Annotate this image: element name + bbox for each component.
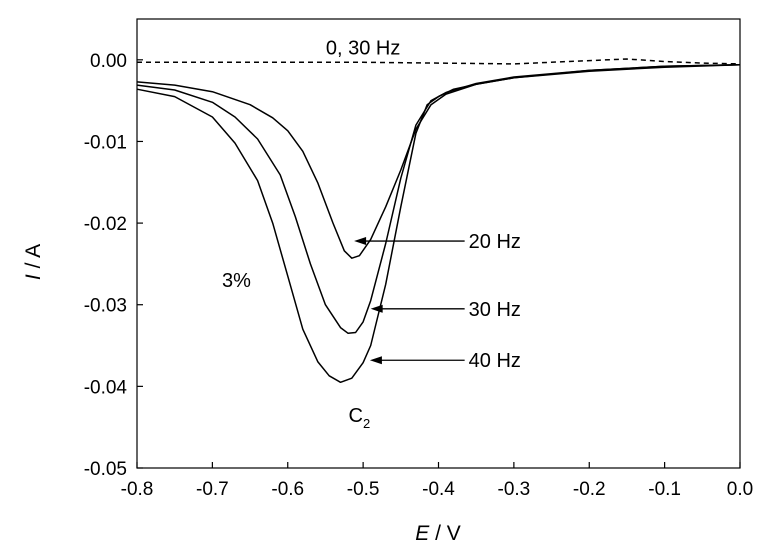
x-axis-label-unit: / V — [429, 522, 461, 545]
y-tick-label: -0.05 — [84, 459, 127, 480]
y-axis-label-italic: I — [22, 274, 45, 280]
y-tick-label: -0.01 — [84, 132, 127, 153]
y-axis-label: I / A — [22, 244, 45, 280]
annotation-arrow-head — [370, 304, 383, 313]
y-tick-label: -0.04 — [84, 377, 128, 398]
annotation-label: C2 — [349, 405, 371, 431]
series-line-30-hz — [136, 63, 741, 335]
series-layer — [136, 58, 741, 384]
annotation-label: 30 Hz — [469, 299, 521, 321]
annotation-label: 20 Hz — [469, 231, 521, 253]
y-axis-ticks: 0.00 -0.01 -0.02 -0.03 -0.04 -0.05 — [84, 51, 143, 480]
x-tick-label: -0.5 — [347, 479, 380, 500]
series-line-40-hz — [136, 63, 741, 384]
x-axis-label-italic: E — [415, 522, 430, 545]
x-tick-label: -0.3 — [498, 479, 531, 500]
annotation-label: 0, 30 Hz — [326, 38, 400, 60]
series-line-20-hz — [136, 63, 741, 259]
x-tick-label: -0.2 — [573, 479, 606, 500]
y-tick-label: -0.02 — [84, 214, 127, 235]
annotation-layer: 0, 30 Hz 20 Hz 30 Hz 40 Hz 3% C2 — [222, 38, 521, 431]
x-axis-label: E / V — [415, 522, 461, 545]
annotation-label: 3% — [222, 270, 251, 292]
x-axis-ticks: -0.8 -0.7 -0.6 -0.5 -0.4 -0.3 -0.2 -0.1 0.0 — [121, 462, 753, 500]
x-tick-label: -0.6 — [271, 479, 304, 500]
annotation-arrow-head — [354, 237, 367, 246]
x-tick-label: -0.8 — [121, 479, 154, 500]
y-tick-label: 0.00 — [90, 51, 127, 72]
y-axis-label-unit: / A — [22, 244, 45, 274]
y-tick-label: -0.03 — [84, 296, 127, 317]
annotation-arrow-head — [369, 356, 382, 365]
x-tick-label: -0.7 — [196, 479, 229, 500]
x-tick-label: -0.4 — [422, 479, 455, 500]
x-tick-label: 0.0 — [727, 479, 753, 500]
annotation-label: 40 Hz — [469, 350, 521, 372]
series-line-0-30-hz — [137, 58, 741, 65]
plot-frame — [136, 18, 741, 469]
x-tick-label: -0.1 — [648, 479, 681, 500]
